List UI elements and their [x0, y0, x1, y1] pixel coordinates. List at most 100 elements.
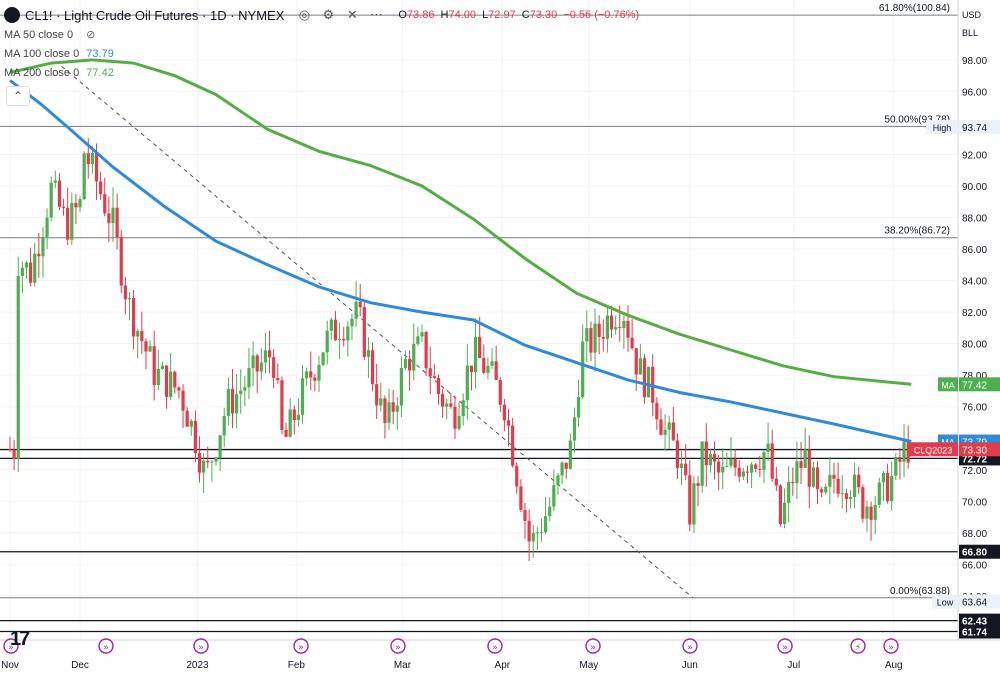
candle-body [288, 409, 292, 437]
candle-body [733, 458, 737, 468]
candle-body [206, 460, 210, 463]
candle-body [379, 398, 383, 406]
candle-body [136, 330, 140, 337]
candles [8, 138, 910, 562]
more-icon[interactable]: ⋯ [369, 7, 383, 22]
tradingview-logo[interactable]: 17 [10, 628, 30, 650]
candle-body [828, 474, 832, 487]
hide-icon[interactable]: ◎ [298, 7, 311, 22]
event-arrow-icon: » [687, 643, 693, 653]
fib-label: 0.00%(63.88) [890, 586, 950, 597]
price-tick-label: 80.00 [962, 340, 987, 351]
badge-value-bg [959, 120, 1000, 135]
collapse-indicators-button[interactable]: ⌃ [6, 86, 30, 106]
candle-body [848, 496, 853, 499]
candle-body [478, 336, 482, 359]
time-tick-label: Dec [71, 660, 89, 671]
price-axis-bg [958, 0, 1000, 640]
candle-body [729, 458, 733, 466]
event-marker-icon [682, 638, 698, 654]
event-marker-icon [585, 638, 601, 654]
candle-body [292, 409, 296, 420]
eye-off-icon[interactable]: ⊘ [86, 29, 96, 41]
time-tick-label: Nov [1, 660, 19, 671]
candle-body [581, 341, 585, 398]
badge-tag-label: High [933, 123, 952, 133]
price-tick-label: 98.00 [962, 56, 987, 67]
candle-body [53, 180, 57, 183]
symbol-title[interactable]: CL1! · Light Crude Oil Futures · 1D · NY… [25, 7, 285, 23]
candle-body [634, 348, 638, 375]
candle-body [408, 358, 412, 371]
time-tick-label: Aug [885, 660, 903, 671]
candle-body [725, 465, 729, 467]
candle-body [366, 350, 371, 357]
candle-body [313, 377, 317, 381]
candle-body [432, 376, 436, 378]
indicator-ma100[interactable]: MA 100 close 0 73.79 [4, 48, 114, 60]
candle-body [45, 217, 49, 237]
candle-body [799, 461, 803, 468]
candle-body [498, 379, 502, 405]
candle-body [218, 435, 222, 458]
candle-body [490, 361, 494, 366]
candle-body [300, 378, 305, 415]
candle-body [544, 516, 548, 533]
price-tick-label: 90.00 [962, 182, 987, 193]
support-badge-label: 61.74 [962, 627, 987, 638]
badge-value-bg [959, 442, 1000, 457]
candle-body [506, 420, 511, 426]
price-axis[interactable]: 64.0066.0068.0070.0072.0074.0076.0078.00… [908, 0, 1000, 640]
badge-value-bg [959, 377, 1000, 392]
badge-tag-label: CLQ2023 [914, 445, 953, 455]
candle-body [807, 449, 811, 487]
candle-body [346, 326, 350, 341]
candle-body [189, 420, 193, 427]
candle-body [181, 390, 185, 411]
candle-body [202, 460, 206, 473]
candle-body [869, 506, 873, 520]
candle-body [123, 285, 127, 300]
indicator-ma200[interactable]: MA 200 close 0 77.42 [4, 67, 114, 79]
candle-body [778, 485, 783, 524]
candle-body [527, 520, 531, 542]
badge-value: 73.30 [962, 445, 987, 456]
unit-label[interactable]: BLL [962, 28, 979, 38]
candle-body [243, 387, 247, 391]
event-arrow-icon: » [103, 643, 109, 653]
price-tick-label: 92.00 [962, 150, 987, 161]
settings-icon[interactable]: ⚙ [322, 7, 335, 22]
candle-body [473, 336, 478, 373]
badge-tag [926, 120, 958, 135]
badge-tag [932, 594, 958, 609]
candle-body [791, 481, 795, 484]
candle-body [24, 262, 29, 268]
candle-body [74, 203, 78, 208]
candle-body [41, 236, 45, 257]
candle-body [535, 532, 539, 534]
event-marker-icon [390, 638, 406, 654]
candle-body [239, 390, 243, 395]
time-tick-label: Jul [787, 660, 800, 671]
indicator-ma50-label: MA 50 close 0 [4, 29, 74, 41]
ohlc-high: 74.00 [448, 9, 476, 21]
candle-body [647, 366, 651, 398]
candle-body [655, 402, 659, 420]
candle-body [416, 336, 420, 344]
candle-body [49, 182, 53, 218]
event-marker-icon [98, 638, 114, 654]
candle-body [486, 365, 490, 373]
close-icon[interactable]: ✕ [346, 7, 358, 22]
indicator-ma50[interactable]: MA 50 close 0 ⊘ [4, 28, 95, 41]
badge-tag [938, 377, 958, 392]
fib-label: 61.80%(100.84) [879, 3, 950, 14]
candle-body [585, 328, 589, 342]
candle-body [601, 336, 605, 339]
candle-body [445, 403, 449, 407]
candle-body [741, 471, 745, 477]
candle-body [321, 352, 325, 365]
event-marker-icon [193, 638, 209, 654]
candle-body [29, 262, 33, 283]
currency-label[interactable]: USD [962, 10, 982, 20]
